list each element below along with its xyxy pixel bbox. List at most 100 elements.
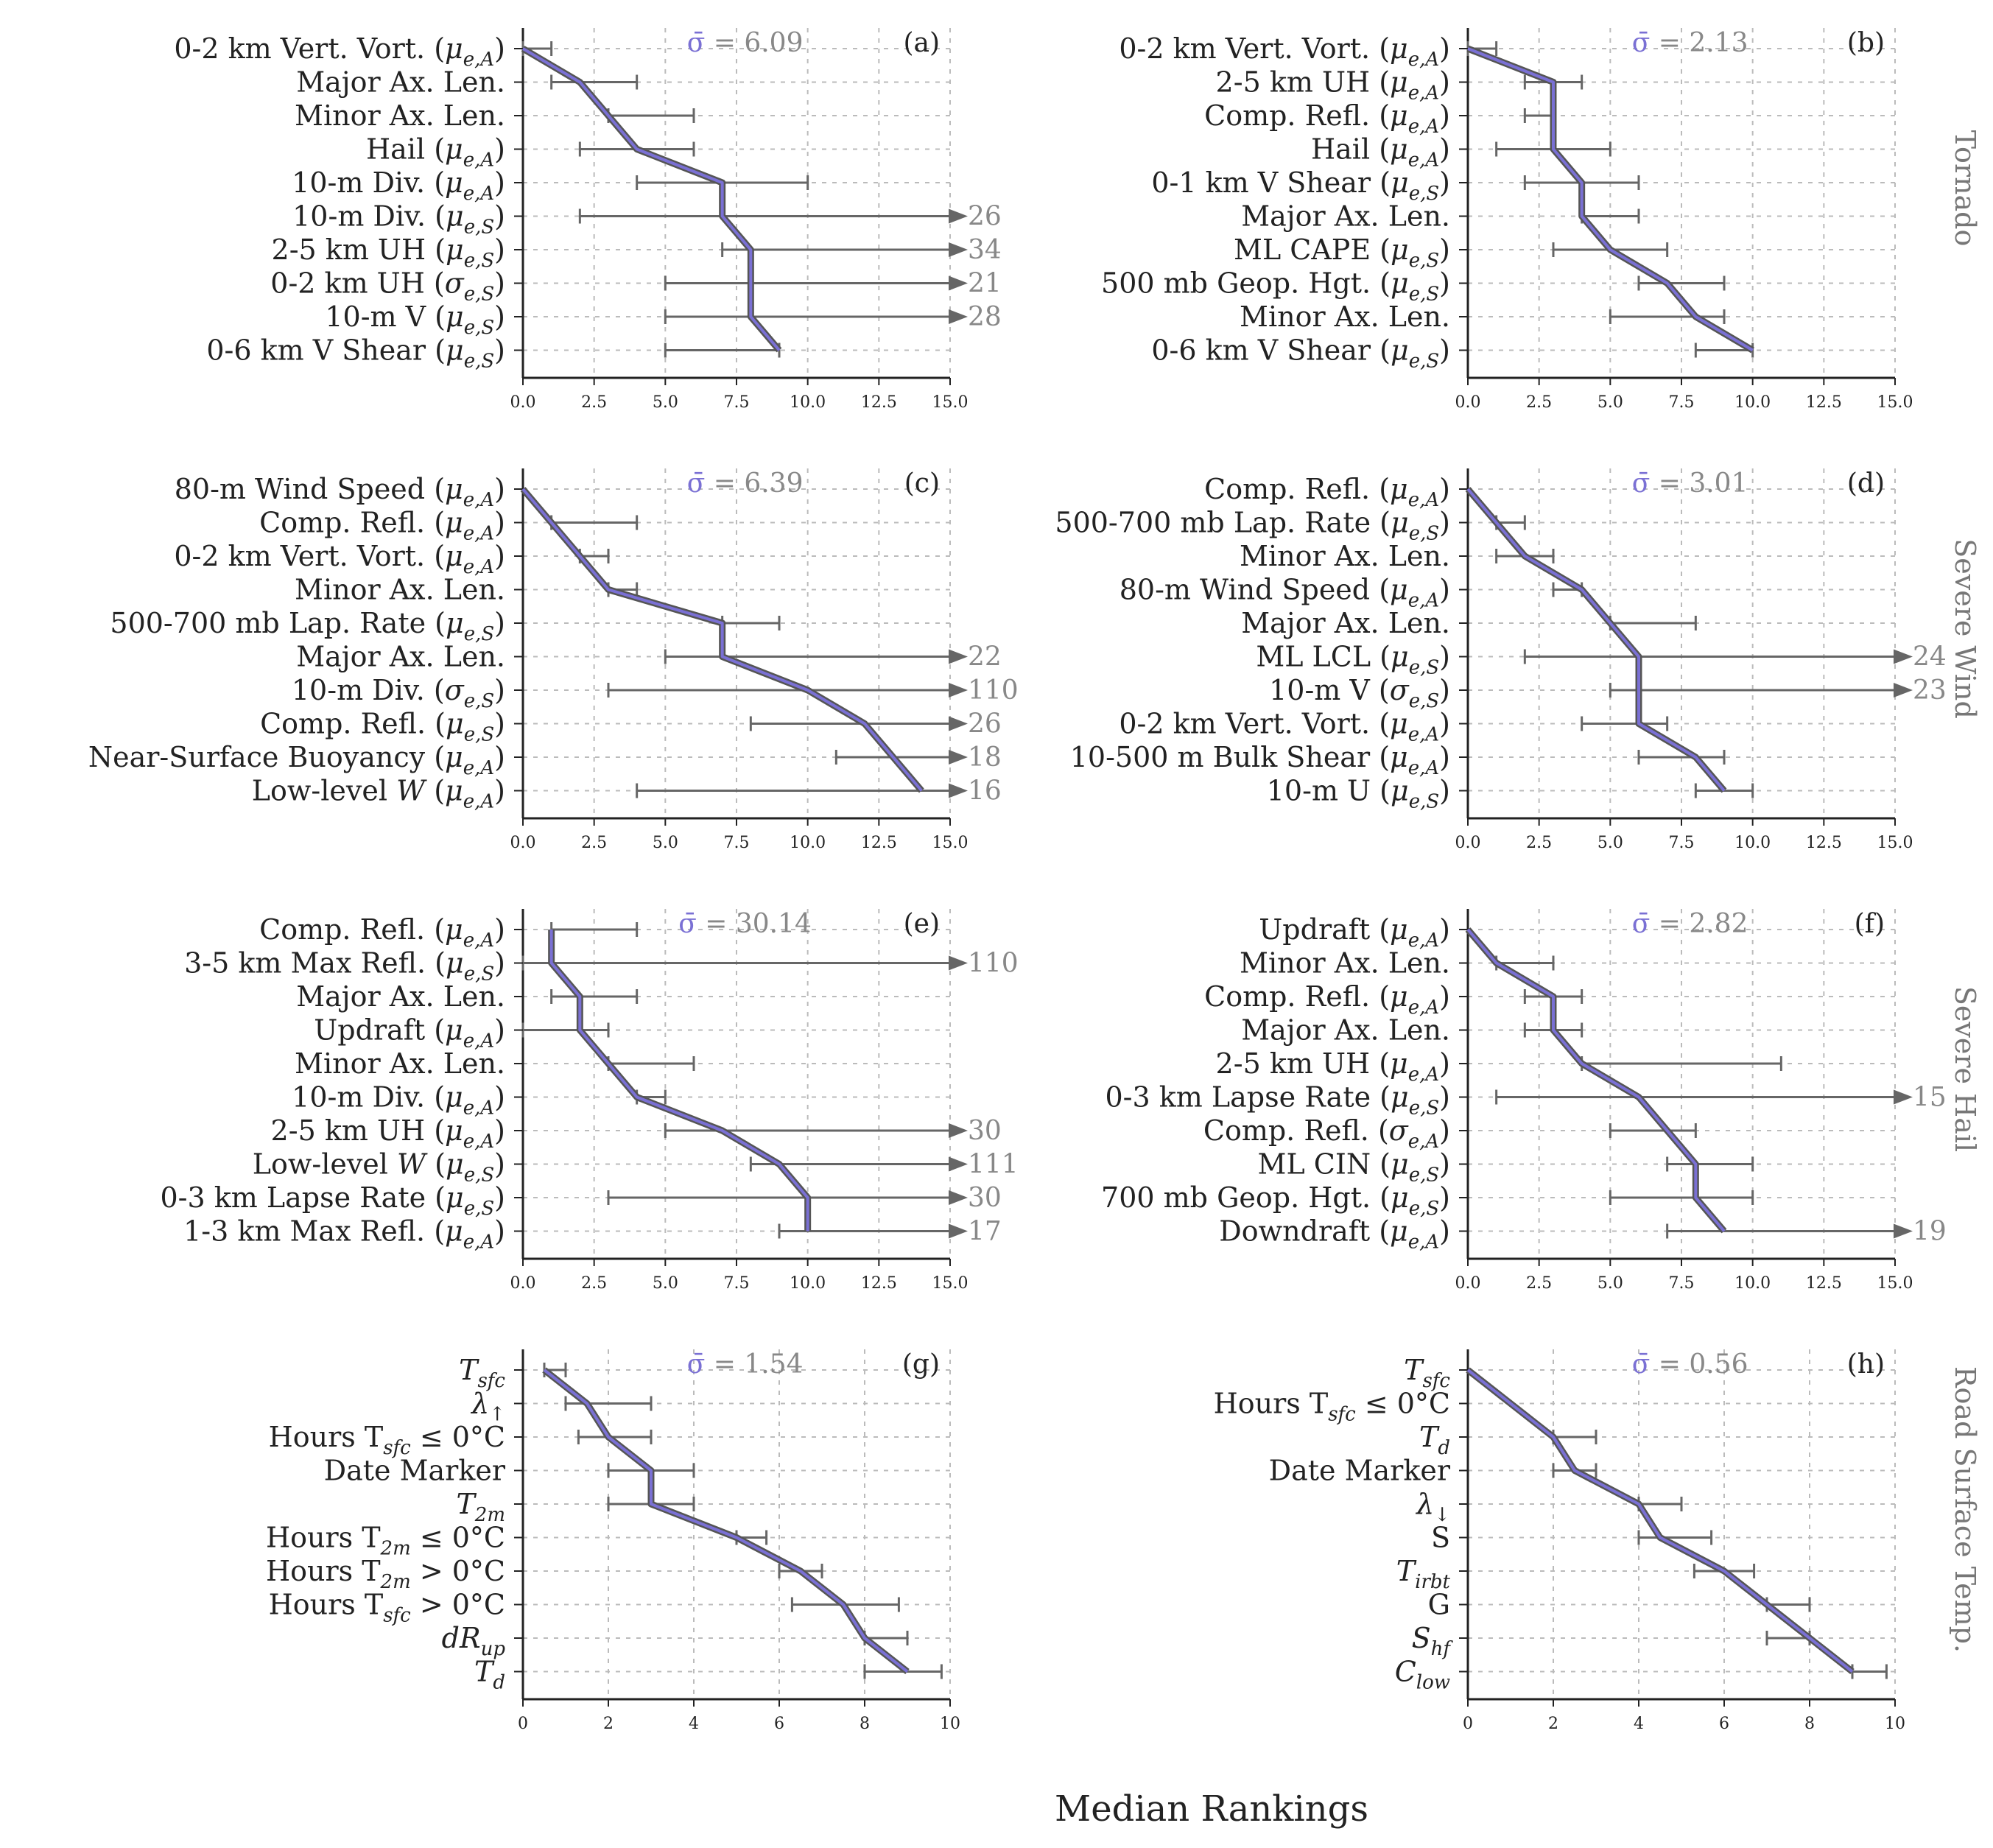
x-tick-label: 12.5 [861,393,897,412]
overflow-label: 111 [968,1150,1019,1180]
y-tick-label: 10-m Div. (μe,S) [292,200,505,239]
label-base: Date Marker [1269,1455,1451,1487]
sigma-label: σ̄ = 3.01 [1632,468,1748,499]
x-tick-label: 10.0 [790,834,826,852]
label-subscript: sfc [1422,1370,1450,1392]
label-stat-subscript: e,S [1409,690,1439,712]
overflow-arrow [949,1190,968,1205]
label-base: 2-5 km UH [271,1114,426,1147]
y-tick-label: Major Ax. Len. [296,641,505,673]
label-stat-subscript: e,A [1408,116,1439,138]
label-subscript: 2m [474,1504,505,1526]
y-tick-label: 0-2 km Vert. Vort. (μe,A) [174,32,505,71]
x-tick-label: 7.5 [1669,393,1695,412]
label-stat-open: ( [425,1014,445,1047]
label-stat-subscript: e,A [1408,757,1439,779]
label-stat-close: ) [494,166,505,199]
sigma-label: σ̄ = 30.14 [678,909,812,939]
overflow-arrow [1894,1089,1913,1105]
sigma-symbol: σ̄ [1632,28,1651,58]
y-tick-label: Td [1419,1421,1450,1459]
label-stat-subscript: e,S [1409,523,1439,545]
sigma-value: = 6.09 [705,28,803,58]
label-stat-close: ) [1439,99,1450,132]
panel-letter: (c) [904,468,940,499]
x-tick-label: 0.0 [510,834,536,852]
label-stat-subscript: e,A [1408,49,1439,71]
y-tick-label: 1-3 km Max Refl. (μe,A) [183,1215,505,1254]
label-stat-symbol: σ [445,674,465,706]
label-stat-open: ( [425,267,445,300]
x-tick-label: 0.0 [1455,834,1481,852]
label-stat-symbol: μ [1391,1181,1409,1214]
x-tick-label: 10.0 [790,393,826,412]
label-stat-symbol: μ [446,947,464,980]
label-stat-subscript: e,A [463,930,494,952]
label-stat-subscript: e,S [1409,351,1439,373]
label-stat-subscript: e,S [1409,657,1439,679]
x-tick-label: 6 [774,1715,784,1733]
overflow-label: 19 [1913,1217,1947,1247]
label-stat-open: ( [1370,674,1390,706]
panel-letter: (h) [1847,1349,1885,1380]
y-tick-label: Date Marker [324,1455,506,1487]
median-line [1466,1369,1854,1673]
label-base: Comp. Refl. [259,507,425,539]
x-tick-label: 2.5 [1526,1274,1552,1293]
label-stat-subscript: e,S [464,284,494,306]
y-tick-label: Comp. Refl. (σe,A) [1203,1114,1450,1153]
label-stat-open: ( [1369,1114,1389,1147]
label-stat-close: ) [494,1114,505,1147]
label-subscript: sfc [477,1370,505,1392]
y-tick-label: Comp. Refl. (μe,A) [1204,980,1450,1019]
y-tick-label: dRup [442,1622,506,1660]
label-base: Hours T [269,1589,384,1621]
label-stat-close: ) [494,775,505,807]
label-base: Major Ax. Len. [1241,1014,1450,1047]
y-tick-label: Td [474,1656,505,1694]
label-base: T [474,1656,495,1688]
overflow-arrow [949,242,968,257]
label-stat-close: ) [1439,66,1450,99]
label-stat-open: ( [1370,32,1390,65]
y-tick-label: Hours Tsfc ≤ 0°C [269,1421,505,1459]
label-stat-open: ( [425,540,445,572]
label-stat-close: ) [1439,1081,1450,1114]
panel-letter: (g) [902,1349,940,1380]
label-stat-subscript: e,A [1408,1064,1439,1086]
label-stat-subscript: e,A [1408,997,1439,1019]
sigma-label: σ̄ = 6.39 [687,468,804,499]
x-tick-label: 10.0 [1734,834,1771,852]
label-base: Minor Ax. Len. [295,1047,505,1080]
label-stat-symbol: μ [1391,267,1409,300]
label-subscript: 2m [380,1538,411,1560]
overflow-arrow [949,783,968,798]
label-suffix: ≤ 0°C [1356,1388,1450,1420]
label-stat-subscript: e,S [464,351,494,373]
label-stat-symbol: μ [445,913,463,946]
x-tick-label: 10.0 [1734,393,1771,412]
label-stat-symbol: μ [445,1014,463,1047]
x-tick-label: 2 [1548,1715,1558,1733]
overflow-label: 18 [968,742,1002,773]
label-stat-open: ( [1370,473,1390,505]
label-stat-symbol: μ [446,708,464,740]
label-stat-subscript: e,A [463,757,494,779]
label-stat-symbol: μ [446,334,464,367]
label-stat-symbol: μ [1390,1215,1408,1248]
panel: 0.0 2.5 5.0 7.5 10.0 12.5 15.0 0-2 km Vert. Vor… [1101,28,1913,412]
label-stat-symbol: μ [445,32,463,65]
overflow-arrow [949,309,968,324]
label-base: Comp. Refl. [1204,473,1370,505]
overflow-arrow [949,955,968,971]
median-line [521,488,923,792]
label-base: Hours T [266,1522,381,1554]
sigma-symbol: σ̄ [687,1349,706,1380]
label-base: 0-6 km V Shear [1151,334,1371,367]
label-subscript: up [481,1638,506,1660]
label-stat-close: ) [1439,32,1450,65]
label-stat-symbol: μ [1391,334,1409,367]
x-tick-label: 2.5 [581,393,607,412]
